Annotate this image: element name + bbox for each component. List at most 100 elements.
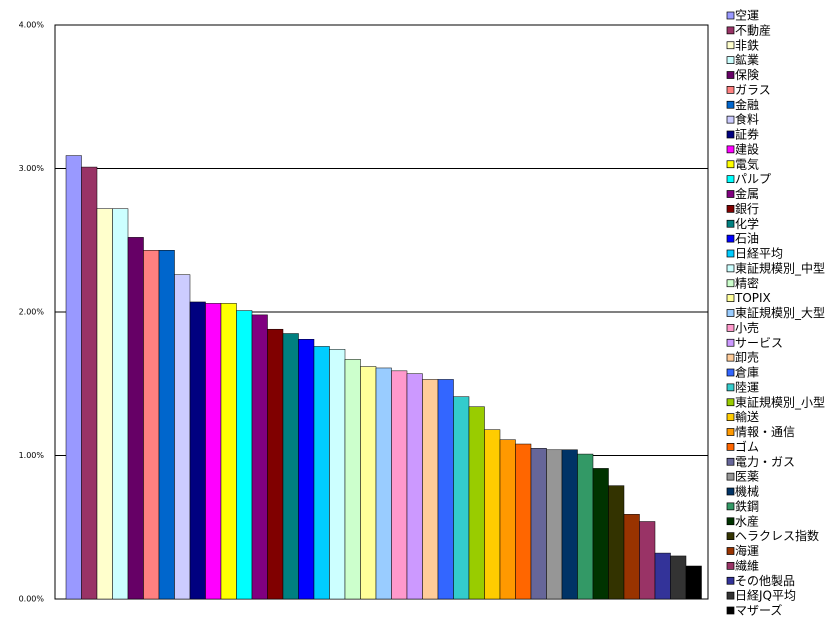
legend-label: 電力・ガス: [735, 455, 795, 469]
legend-swatch: [726, 11, 735, 20]
legend-label: 日経JQ平均: [735, 589, 796, 603]
legend-swatch: [726, 413, 735, 421]
legend-swatch: [726, 145, 735, 154]
legend-swatch: [726, 517, 735, 526]
legend-swatch: [726, 547, 735, 555]
bar: [298, 339, 315, 600]
bar: [96, 208, 113, 600]
legend-swatch: [726, 606, 735, 615]
legend-swatch: [726, 219, 735, 228]
bar: [205, 303, 222, 600]
legend-swatch: [726, 41, 735, 50]
legend-label: 卸売: [735, 350, 759, 365]
legend-label: 銀行: [735, 202, 759, 216]
bar: [406, 373, 423, 600]
legend-label: 機械: [735, 484, 759, 499]
legend-label: マザーズ: [735, 603, 782, 618]
legend-label: 不動産: [735, 22, 771, 37]
legend-swatch: [726, 457, 735, 466]
bar: [251, 314, 268, 600]
legend-swatch: [726, 175, 735, 183]
y-tick-label: 1.00%: [19, 451, 45, 460]
bar: [453, 396, 470, 600]
legend-label: その他製品: [735, 574, 795, 588]
legend-label: 繊維: [735, 559, 759, 573]
legend-swatch: [726, 190, 735, 198]
legend-swatch: [726, 56, 735, 64]
bar: [81, 166, 98, 600]
legend-swatch: [726, 130, 735, 139]
bar: [112, 208, 129, 600]
legend-swatch: [726, 368, 735, 377]
legend-swatch: [726, 472, 735, 481]
bar: [437, 379, 454, 600]
legend-label: 医薬: [735, 470, 759, 484]
legend-label: 鉄鋼: [735, 498, 759, 513]
legend-label: ヘラクレス指数: [735, 528, 819, 543]
legend-swatch: [726, 398, 735, 407]
legend-label: 電気: [735, 156, 759, 171]
legend-label: 精密: [735, 275, 759, 290]
legend-swatch: [726, 353, 735, 362]
legend-swatch: [726, 86, 735, 94]
bar: [685, 565, 702, 600]
bar: [654, 552, 671, 600]
legend-label: 東証規模別_小型: [735, 394, 825, 409]
y-tick-label: 2.00%: [19, 308, 45, 317]
legend-label: 日経平均: [735, 247, 783, 261]
legend-label: 情報・通信: [735, 425, 795, 439]
bar: [546, 449, 563, 600]
legend-swatch: [726, 309, 735, 317]
bar: [608, 485, 625, 600]
bar: [530, 448, 547, 600]
legend-swatch: [726, 532, 735, 540]
y-tick-label: 3.00%: [19, 164, 45, 173]
bar: [499, 439, 516, 600]
legend-swatch: [726, 249, 735, 258]
bar: [282, 333, 299, 600]
bar: [375, 367, 392, 600]
legend-label: 非鉄: [735, 37, 759, 52]
legend-label: 金属: [735, 186, 759, 201]
bar: [174, 274, 191, 600]
legend-label: 証券: [735, 127, 759, 142]
legend-swatch: [726, 324, 735, 332]
legend-label: 輸送: [735, 409, 759, 424]
bar: [267, 328, 284, 600]
bar: [158, 250, 175, 600]
legend-swatch: [726, 264, 735, 273]
bar: [422, 379, 439, 600]
bar: [236, 310, 253, 600]
bar: [344, 359, 361, 600]
legend-label: 鉱業: [735, 52, 759, 67]
bar: [313, 346, 330, 600]
bar: [639, 521, 656, 600]
legend-swatch: [726, 279, 735, 288]
legend-label: サービス: [735, 336, 783, 350]
legend-label: 東証規模別_中型: [735, 260, 825, 275]
bar: [391, 370, 408, 600]
legend-swatch: [726, 294, 735, 302]
legend-label: ガラス: [735, 83, 771, 97]
legend-swatch: [726, 115, 735, 124]
bar: [220, 303, 237, 600]
legend-label: 東証規模別_大型: [735, 305, 825, 320]
bar: [468, 406, 485, 600]
bar: [561, 449, 578, 600]
legend-swatch: [726, 71, 735, 79]
legend-swatch: [726, 26, 735, 35]
legend-label: 保険: [735, 68, 759, 82]
legend-label: 海運: [735, 543, 759, 558]
bar: [65, 155, 82, 600]
legend-label: 倉庫: [735, 365, 759, 380]
legend-swatch: [726, 338, 735, 347]
legend-swatch: [726, 205, 735, 213]
legend-swatch: [726, 487, 735, 496]
bar: [143, 250, 160, 600]
legend-swatch: [726, 591, 735, 600]
legend-swatch: [726, 428, 735, 436]
legend-label: 建設: [735, 141, 759, 156]
bar: [577, 453, 594, 600]
legend-swatch: [726, 576, 735, 585]
